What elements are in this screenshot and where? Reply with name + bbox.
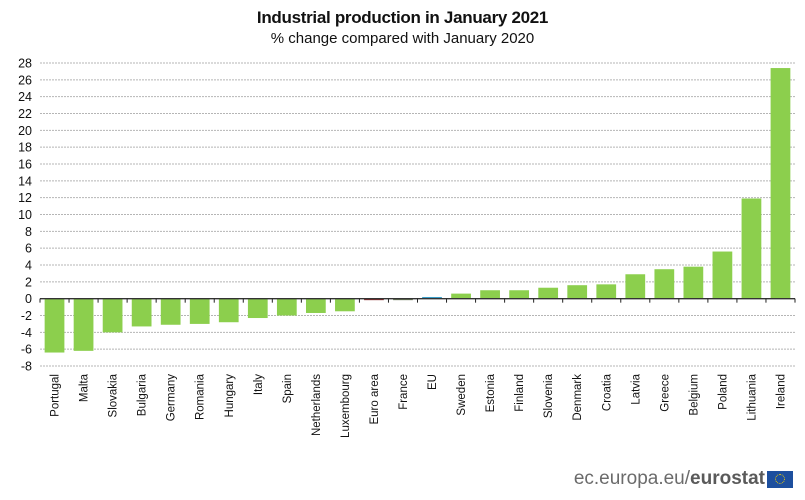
- eurostat-footer: ec.europa.eu/eurostat: [574, 468, 793, 490]
- x-tick-label: Italy: [253, 374, 265, 395]
- footer-brand: eurostat: [690, 468, 765, 489]
- y-tick-label: -2: [21, 309, 32, 323]
- y-tick-label: 14: [18, 174, 32, 188]
- chart-title: Industrial production in January 2021: [256, 8, 549, 27]
- bar-germany: [160, 298, 181, 325]
- bar-croatia: [596, 284, 617, 299]
- bar-denmark: [567, 285, 588, 299]
- bar-poland: [712, 251, 733, 299]
- x-tick-label: Luxembourg: [340, 374, 352, 438]
- x-tick-label: Malta: [79, 373, 91, 402]
- y-tick-label: 12: [18, 191, 32, 205]
- bar-malta: [73, 298, 94, 351]
- x-tick-label: Netherlands: [311, 374, 323, 436]
- x-tick-label: Croatia: [601, 373, 613, 411]
- x-tick-label: Estonia: [485, 373, 497, 412]
- bar-netherlands: [305, 298, 326, 313]
- y-tick-label: 28: [18, 57, 32, 71]
- x-tick-label: Poland: [717, 374, 729, 410]
- eu-flag-icon: [767, 470, 793, 488]
- x-tick-label: Belgium: [688, 374, 700, 416]
- y-tick-label: 16: [18, 158, 32, 172]
- bar-lithuania: [741, 198, 762, 299]
- x-tick-label: Finland: [514, 374, 526, 412]
- bar-eu: [422, 296, 442, 299]
- bar-romania: [189, 298, 210, 324]
- bar-euro-area: [364, 298, 384, 301]
- x-tick-label: Euro area: [369, 373, 381, 424]
- y-tick-label: 10: [18, 208, 32, 222]
- x-tick-label: Romania: [195, 373, 207, 420]
- y-tick-label: 22: [18, 107, 32, 121]
- bar-slovakia: [102, 298, 123, 333]
- bar-slovenia: [538, 287, 559, 299]
- bar-italy: [247, 298, 268, 319]
- bar-estonia: [480, 290, 500, 299]
- y-tick-label: 0: [25, 292, 32, 306]
- bar-spain: [276, 298, 297, 316]
- bar-bulgaria: [131, 298, 152, 327]
- x-tick-label: Germany: [166, 374, 178, 422]
- x-tick-label: Greece: [659, 374, 671, 412]
- y-tick-label: 18: [18, 141, 32, 155]
- bar-portugal: [44, 298, 65, 353]
- x-tick-label: Portugal: [50, 374, 62, 417]
- x-tick-label: EU: [427, 374, 439, 390]
- y-tick-label: -8: [21, 360, 32, 374]
- x-tick-label: Hungary: [224, 374, 236, 418]
- gridlines: [40, 62, 795, 367]
- x-tick-label: Sweden: [456, 374, 468, 416]
- bars: [44, 68, 791, 353]
- y-tick-label: -4: [21, 326, 32, 340]
- x-tick-label: Slovenia: [543, 373, 555, 418]
- x-tick-label: Lithuania: [746, 373, 758, 420]
- x-tick-label: Denmark: [572, 374, 584, 421]
- y-tick-label: 26: [18, 73, 32, 87]
- x-axis-labels: Portugal Malta Slovakia Bulgaria Germany Roma…: [50, 373, 788, 438]
- y-tick-label: 2: [25, 275, 32, 289]
- bar-finland: [509, 290, 530, 299]
- x-tick-label: Slovakia: [108, 373, 120, 417]
- bar-belgium: [683, 266, 704, 299]
- y-tick-label: 6: [25, 242, 32, 256]
- chart-subtitle: % change compared with January 2020: [270, 30, 535, 47]
- bar-luxembourg: [335, 298, 355, 312]
- x-tick-label: Bulgaria: [137, 373, 149, 416]
- y-tick-label: -6: [21, 343, 32, 357]
- bar-hungary: [218, 298, 239, 323]
- y-tick-label: 4: [25, 259, 32, 273]
- bar-latvia: [625, 274, 646, 299]
- bar-sweden: [451, 293, 471, 299]
- x-tick-label: Latvia: [630, 373, 642, 404]
- bar-ireland: [770, 68, 791, 299]
- x-tick-label: France: [398, 374, 410, 410]
- y-tick-label: 8: [25, 225, 32, 239]
- footer-site: ec.europa.eu/: [573, 468, 691, 489]
- bar-greece: [654, 269, 675, 299]
- y-tick-label: 20: [18, 124, 32, 138]
- zero-axis: [39, 298, 796, 303]
- bar-france: [393, 298, 413, 301]
- y-tick-label: 24: [18, 90, 32, 104]
- x-tick-label: Ireland: [775, 374, 787, 409]
- x-tick-label: Spain: [282, 374, 294, 403]
